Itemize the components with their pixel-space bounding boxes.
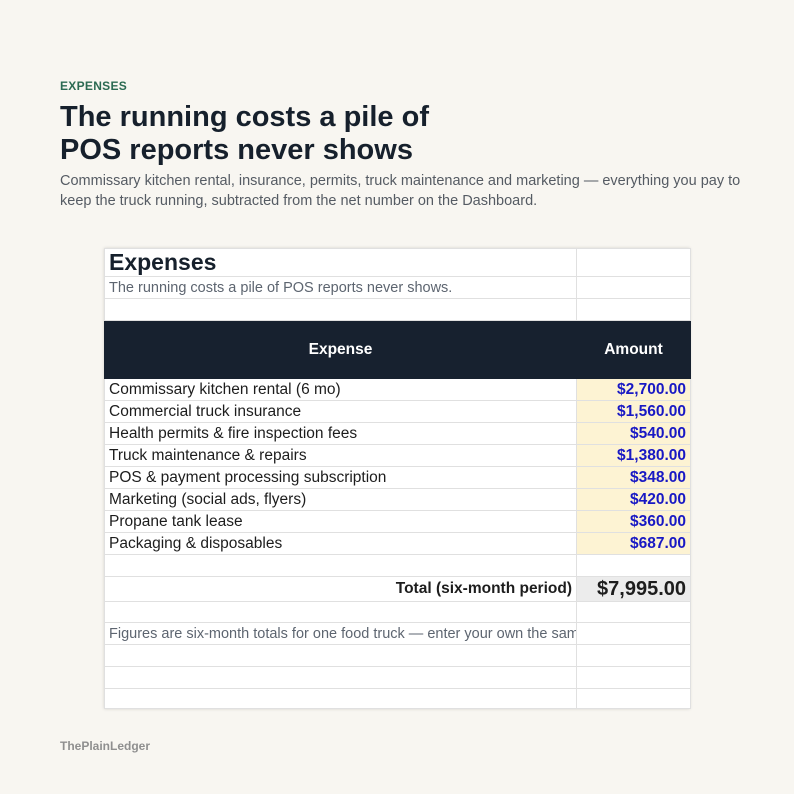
sheet-row: Propane tank lease $360.00 (104, 510, 691, 533)
cell (576, 644, 691, 667)
expense-name: Propane tank lease (104, 510, 577, 533)
sheet-row: Marketing (social ads, flyers) $420.00 (104, 488, 691, 511)
title-line: POS reports never shows (60, 134, 413, 166)
expense-name: Commercial truck insurance (104, 400, 577, 423)
cell (576, 666, 691, 689)
cell (104, 601, 577, 623)
column-header: Amount (576, 320, 691, 379)
sheet-row: Figures are six-month totals for one foo… (104, 622, 691, 645)
sheet-subtitle: The running costs a pile of POS reports … (104, 276, 577, 299)
total-label: Total (six-month period) (104, 576, 577, 602)
footer: ThePlainLedger (60, 739, 151, 753)
cell (576, 622, 691, 645)
eyebrow: EXPENSES (60, 79, 128, 93)
title: The running costs a pile of POS reports … (60, 101, 429, 167)
sheet-row: Expense Amount (104, 320, 691, 379)
sheet-row (104, 644, 691, 667)
expense-amount: $360.00 (576, 510, 691, 533)
cell (576, 298, 691, 321)
sheet-row: Total (six-month period) $7,995.00 (104, 576, 691, 602)
sheet-row: Health permits & fire inspection fees $54… (104, 422, 691, 445)
sheet-row (104, 601, 691, 623)
expense-name: Commissary kitchen rental (6 mo) (104, 378, 577, 401)
cell (576, 248, 691, 277)
total-value: $7,995.00 (576, 576, 691, 602)
sheet-row: Expenses (104, 248, 691, 277)
expense-amount: $1,380.00 (576, 444, 691, 467)
sheet-row: POS & payment processing subscription $34… (104, 466, 691, 489)
sheet-row (104, 666, 691, 689)
cell (104, 554, 577, 577)
sheet-row: Truck maintenance & repairs $1,380.00 (104, 444, 691, 467)
sheet-note: Figures are six-month totals for one foo… (104, 622, 577, 645)
cell (104, 644, 577, 667)
title-line: The running costs a pile of (60, 101, 429, 133)
spreadsheet: Expenses The running costs a pile of POS … (104, 248, 691, 709)
expense-name: POS & payment processing subscription (104, 466, 577, 489)
expense-amount: $2,700.00 (576, 378, 691, 401)
cell (104, 666, 577, 689)
expense-amount: $687.00 (576, 532, 691, 555)
cell (576, 554, 691, 577)
sheet-title: Expenses (104, 248, 577, 277)
cell (576, 601, 691, 623)
column-header: Expense (104, 320, 577, 379)
cell (576, 688, 691, 709)
expense-name: Health permits & fire inspection fees (104, 422, 577, 445)
cell (576, 276, 691, 299)
sheet-row: Commissary kitchen rental (6 mo) $2,700.0… (104, 378, 691, 401)
expense-amount: $540.00 (576, 422, 691, 445)
expense-amount: $420.00 (576, 488, 691, 511)
expense-name: Marketing (social ads, flyers) (104, 488, 577, 511)
expense-name: Truck maintenance & repairs (104, 444, 577, 467)
sheet-row: Packaging & disposables $687.00 (104, 532, 691, 555)
sheet-row: The running costs a pile of POS reports … (104, 276, 691, 299)
description: Commissary kitchen rental, insurance, pe… (60, 173, 741, 209)
sheet-row (104, 298, 691, 321)
sheet-table: Expenses The running costs a pile of POS … (104, 248, 691, 709)
cell (104, 688, 577, 709)
cell (104, 298, 577, 321)
sheet-row (104, 554, 691, 577)
sheet-row (104, 688, 691, 709)
expense-amount: $348.00 (576, 466, 691, 489)
expense-amount: $1,560.00 (576, 400, 691, 423)
sheet-row: Commercial truck insurance $1,560.00 (104, 400, 691, 423)
expense-name: Packaging & disposables (104, 532, 577, 555)
